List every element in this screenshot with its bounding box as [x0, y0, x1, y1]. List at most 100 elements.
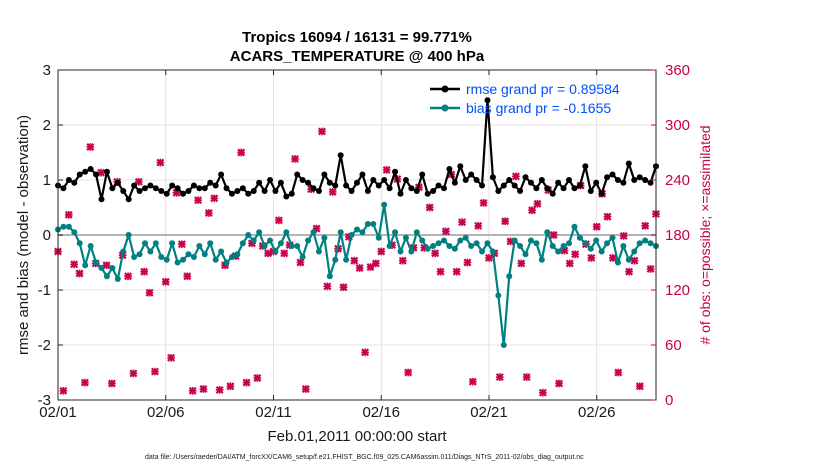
obs-assimilated-marker [75, 269, 84, 278]
bias-point [152, 240, 159, 247]
bias-point [625, 256, 632, 263]
obs-assimilated-marker [549, 231, 558, 239]
bias-point [212, 256, 219, 263]
bias-point [267, 237, 274, 244]
obs-assimilated-marker [592, 222, 601, 231]
obs-assimilated-marker [511, 172, 520, 181]
rmse-point [147, 182, 154, 189]
legend-rmse-label: rmse grand pr = 0.89584 [466, 81, 620, 97]
bias-point [566, 240, 573, 247]
bias-point [544, 229, 551, 236]
rmse-point [440, 185, 447, 192]
obs-assimilated-marker [237, 148, 246, 157]
bias-point [326, 273, 333, 280]
obs-assimilated-marker [635, 382, 644, 391]
rmse-point [473, 177, 480, 183]
rmse-point [359, 171, 366, 178]
obs-assimilated-marker [97, 168, 106, 177]
bias-point [169, 240, 176, 247]
rmse-point [489, 174, 496, 181]
obs-assimilated-marker [150, 367, 159, 376]
bias-point [245, 232, 252, 238]
rmse-point [343, 182, 350, 189]
obs-assimilated-marker [452, 267, 461, 276]
obs-assimilated-marker [129, 369, 138, 378]
obs-assimilated-marker [301, 385, 310, 393]
bias-point [386, 243, 393, 249]
y-tick-label: -2 [38, 337, 51, 354]
bias-point [239, 240, 246, 247]
rmse-point [397, 190, 404, 197]
bias-point [446, 243, 453, 249]
obs-assimilated-marker [199, 385, 208, 393]
bias-point [109, 265, 116, 271]
obs-assimilated-marker [361, 348, 370, 357]
bias-point [277, 240, 284, 247]
obs-assimilated-marker [350, 256, 359, 265]
obs-assimilated-marker [528, 206, 537, 215]
bias-point [310, 229, 317, 236]
bias-point [587, 245, 594, 252]
obs-assimilated-marker [86, 143, 95, 151]
rmse-point [370, 177, 377, 183]
bias-point [163, 256, 170, 263]
bias-point [87, 243, 94, 249]
rmse-point [598, 190, 605, 197]
obs-assimilated-marker [619, 231, 628, 240]
rmse-point [212, 182, 219, 189]
bias-point [218, 248, 225, 255]
rmse-point [141, 185, 148, 192]
obs-assimilated-marker [517, 259, 526, 268]
rmse-point [169, 182, 176, 189]
bias-point [207, 240, 214, 247]
bias-point [511, 237, 518, 244]
rmse-point [305, 179, 312, 186]
obs-assimilated-marker [614, 368, 623, 377]
obs-assimilated-marker [479, 198, 488, 207]
rmse-point [549, 190, 556, 197]
rmse-point [120, 188, 127, 194]
rmse-point [288, 190, 295, 197]
x-tick-label: 02/06 [147, 404, 185, 421]
rmse-point [419, 171, 426, 178]
y2-tick-label: 0 [665, 392, 673, 409]
rmse-point [163, 190, 170, 197]
rmse-point [294, 171, 301, 178]
obs-assimilated-marker [59, 386, 68, 395]
footer-datafile: data file: /Users/raeder/DAI/ATM_forcXX/… [145, 454, 584, 461]
rmse-point [625, 160, 632, 167]
rmse-point [82, 168, 89, 175]
rmse-point [87, 166, 94, 172]
bias-point [125, 232, 132, 238]
obs-assimilated-marker [328, 187, 337, 196]
rmse-point [533, 185, 540, 192]
y-tick-label: 2 [43, 117, 51, 134]
bias-point [93, 259, 100, 266]
y-tick-label: 0 [43, 227, 51, 244]
bias-point [451, 245, 458, 252]
x-tick-label: 02/21 [470, 404, 508, 421]
obs-assimilated-marker [339, 283, 348, 292]
bias-point [98, 265, 105, 271]
bias-point [598, 248, 605, 255]
y2-tick-label: 120 [665, 282, 690, 299]
rmse-point [571, 185, 578, 192]
rmse-point [435, 182, 442, 189]
rmse-point [326, 179, 333, 186]
bias-point [533, 240, 540, 247]
obs-assimilated-marker [538, 388, 547, 397]
obs-assimilated-marker [280, 249, 289, 258]
obs-assimilated-marker [188, 386, 197, 395]
bias-point [636, 240, 643, 247]
rmse-point [131, 182, 138, 189]
rmse-point [468, 171, 475, 178]
rmse-point [614, 177, 621, 183]
obs-assimilated-marker [441, 227, 450, 236]
bias-point [576, 234, 583, 241]
bias-point [549, 243, 556, 249]
obs-assimilated-marker [183, 272, 192, 281]
bias-point [462, 234, 469, 241]
obs-assimilated-marker [587, 253, 596, 262]
obs-assimilated-marker [204, 209, 213, 217]
y2-tick-label: 240 [665, 172, 690, 189]
